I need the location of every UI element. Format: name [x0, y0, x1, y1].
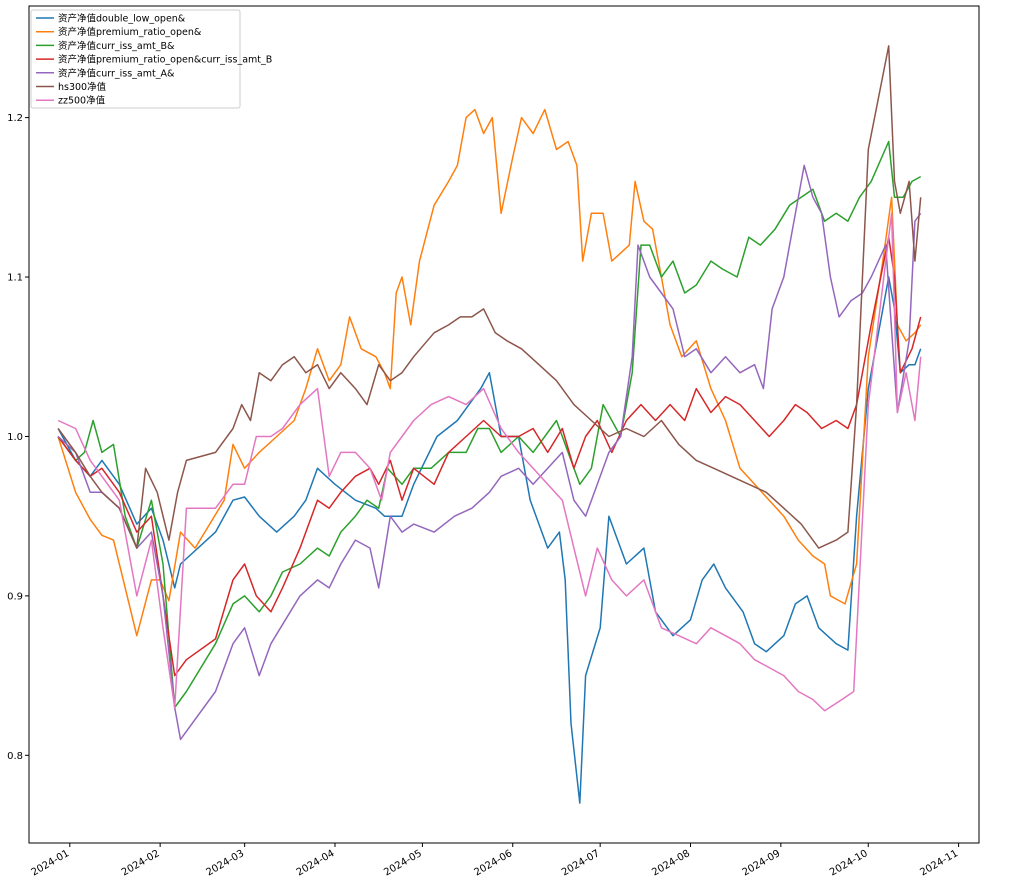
- legend-box: [30, 9, 241, 109]
- legend-label-4: 资产净值curr_iss_amt_A&: [58, 67, 175, 79]
- y-tick-label: 1.1: [7, 273, 23, 284]
- series-line-6: [57, 212, 922, 712]
- y-axis: 0.8 0.9 1.0 1.1 1.2: [7, 113, 29, 762]
- y-tick-label: 1.0: [7, 432, 23, 443]
- legend-label-2: 资产净值curr_iss_amt_B&: [58, 40, 175, 52]
- legend-label-5: hs300净值: [58, 81, 107, 93]
- y-tick-label: 1.2: [7, 113, 23, 124]
- y-tick-label: 0.9: [7, 591, 23, 602]
- legend-label-0: 资产净值double_low_open&: [58, 13, 186, 25]
- series-line-3: [57, 236, 922, 677]
- legend-label-6: zz500净值: [58, 95, 106, 107]
- series-line-1: [57, 108, 922, 637]
- y-tick-label: 0.8: [7, 751, 23, 762]
- series-line-5: [57, 45, 922, 549]
- series-lines: [57, 45, 922, 804]
- series-line-4: [57, 164, 922, 741]
- legend: 资产净值double_low_open&资产净值premium_ratio_op…: [30, 9, 272, 109]
- series-line-0: [57, 276, 922, 804]
- plot-frame: [28, 5, 980, 844]
- legend-label-1: 资产净值premium_ratio_open&: [58, 26, 202, 38]
- legend-label-3: 资产净值premium_ratio_open&curr_iss_amt_B: [58, 54, 272, 66]
